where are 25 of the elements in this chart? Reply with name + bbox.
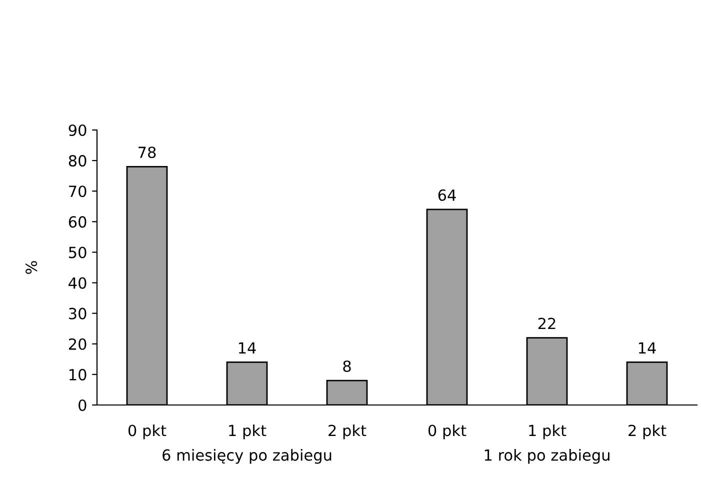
y-tick-label: 20 xyxy=(68,338,86,350)
y-tick-label: 70 xyxy=(69,186,86,198)
y-tick-label: 90 xyxy=(68,124,86,136)
data-label: 14 xyxy=(238,342,256,354)
text: 1 rok po zabiegu xyxy=(484,449,610,464)
y-tick-label: 40 xyxy=(68,277,86,289)
x-tick-label: 2 pkt xyxy=(628,424,666,440)
x-tick-label: 2 pkt xyxy=(328,424,366,440)
data-label: 8 xyxy=(343,360,351,372)
y-tick-label: 10 xyxy=(70,368,86,380)
data-label: 64 xyxy=(438,189,456,201)
data-label: 78 xyxy=(138,146,156,158)
y-tick-label: 50 xyxy=(69,246,86,258)
y-tick-label: 60 xyxy=(68,216,86,228)
x-tick-label: 1 pkt xyxy=(229,424,266,440)
data-label: 14 xyxy=(638,342,656,354)
y-tick-label: 0 xyxy=(78,399,86,412)
x-tick-label: 0 pkt xyxy=(428,424,466,440)
x-tick-label: 1 pkt xyxy=(529,424,566,440)
y-tick-label: 80 xyxy=(68,155,86,167)
y-axis-title: % xyxy=(26,261,38,274)
y-tick-label: 30 xyxy=(69,308,86,320)
data-label: 22 xyxy=(538,318,556,330)
text: 6 miesięcy po zabiegu xyxy=(162,449,332,464)
x-tick-label: 0 pkt xyxy=(128,424,166,440)
